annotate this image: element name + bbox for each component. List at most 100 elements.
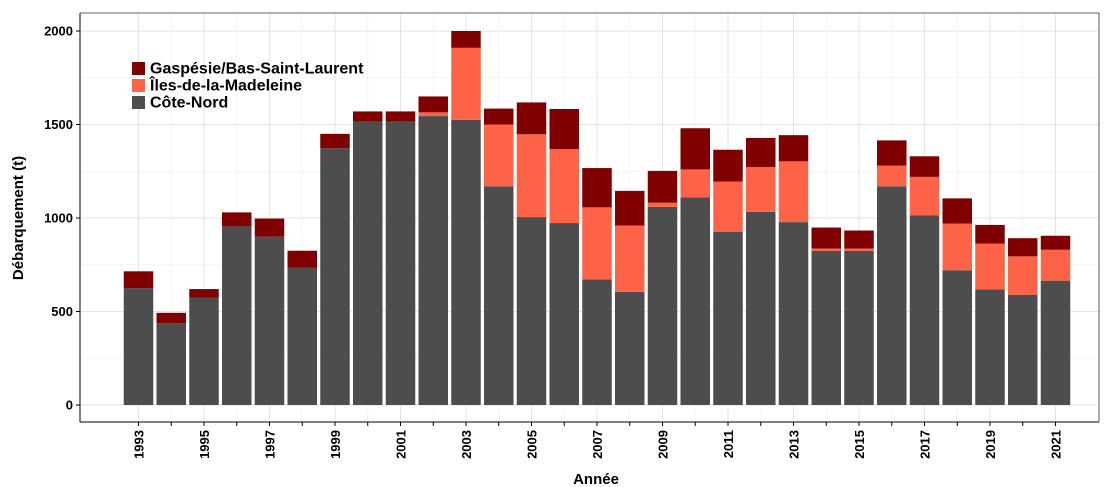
bar-c-te-nord-2020	[1008, 294, 1038, 405]
bar--les-de-la-madeleine-2005	[516, 134, 547, 218]
y-tick-label: 1000	[44, 211, 73, 226]
x-tick-label: 2011	[721, 430, 736, 458]
x-tick-label: 1995	[197, 430, 212, 459]
bar-gasp-sie-bas-saint-laurent-2004	[484, 108, 514, 125]
bar-gasp-sie-bas-saint-laurent-2005	[516, 102, 547, 135]
x-tick-label: 1997	[263, 430, 278, 459]
axes-layer: 0 500 1000 1500 2000 1993 1995 1997 1999 2001 2003…	[44, 12, 1100, 459]
bar-c-te-nord-2006	[549, 223, 579, 405]
bar-c-te-nord-2003	[451, 119, 481, 405]
x-tick-label: 1999	[328, 430, 343, 459]
bar-c-te-nord-2016	[877, 186, 907, 405]
bar--les-de-la-madeleine-2012	[746, 166, 776, 212]
y-axis-title: Débarquement (t)	[10, 156, 27, 280]
legend-swatch	[132, 96, 145, 109]
bar--les-de-la-madeleine-2002	[418, 112, 448, 117]
bar-c-te-nord-2021	[1040, 280, 1071, 405]
bar-c-te-nord-1998	[287, 267, 317, 405]
bar--les-de-la-madeleine-2008	[615, 225, 645, 292]
x-tick-label: 2001	[394, 430, 409, 459]
bar-c-te-nord-2011	[713, 232, 743, 405]
legend-label: Îles-de-la-Madeleine	[149, 76, 302, 95]
bar-c-te-nord-1996	[222, 226, 252, 405]
bar--les-de-la-madeleine-2007	[582, 207, 612, 280]
legend-label: Côte-Nord	[150, 95, 228, 112]
bar-gasp-sie-bas-saint-laurent-2009	[647, 170, 678, 203]
bar-gasp-sie-bas-saint-laurent-2016	[877, 140, 907, 166]
bars-layer	[123, 31, 1071, 406]
bar--les-de-la-madeleine-2010	[680, 169, 710, 198]
bar-gasp-sie-bas-saint-laurent-2011	[713, 149, 743, 182]
bar-c-te-nord-2019	[975, 289, 1005, 405]
bar-gasp-sie-bas-saint-laurent-1999	[320, 133, 350, 149]
x-tick-label: 1993	[132, 430, 147, 459]
bar--les-de-la-madeleine-2009	[647, 202, 678, 207]
bar-c-te-nord-1995	[189, 297, 219, 405]
bar--les-de-la-madeleine-2003	[451, 47, 481, 120]
legend-swatch	[132, 79, 145, 92]
x-tick-label: 2003	[459, 430, 474, 459]
bar--les-de-la-madeleine-2020	[1008, 256, 1038, 295]
bar-gasp-sie-bas-saint-laurent-2020	[1008, 238, 1038, 257]
bar-gasp-sie-bas-saint-laurent-2006	[549, 108, 579, 150]
bar-c-te-nord-2004	[484, 186, 514, 405]
bar-c-te-nord-2008	[615, 291, 645, 405]
bar--les-de-la-madeleine-2018	[942, 223, 972, 271]
bar-c-te-nord-2000	[353, 121, 383, 405]
bar-c-te-nord-2005	[516, 217, 547, 405]
bar-c-te-nord-1997	[254, 236, 285, 405]
x-tick-label: 2021	[1049, 430, 1064, 459]
bar--les-de-la-madeleine-2021	[1040, 249, 1071, 281]
bar-c-te-nord-2007	[582, 279, 612, 405]
bar-c-te-nord-2010	[680, 197, 710, 405]
bar-gasp-sie-bas-saint-laurent-2012	[746, 137, 776, 167]
bar--les-de-la-madeleine-2014	[811, 248, 841, 251]
x-axis-title: Année	[573, 471, 619, 487]
y-tick-label: 500	[51, 304, 73, 319]
bar-gasp-sie-bas-saint-laurent-1998	[287, 250, 317, 268]
x-tick-label: 2005	[525, 430, 540, 459]
bar-c-te-nord-1999	[320, 148, 350, 405]
bar--les-de-la-madeleine-2006	[549, 149, 579, 224]
bar-gasp-sie-bas-saint-laurent-1995	[189, 289, 219, 298]
bar-gasp-sie-bas-saint-laurent-1994	[156, 312, 186, 324]
bar--les-de-la-madeleine-2015	[844, 248, 874, 251]
bar-gasp-sie-bas-saint-laurent-2000	[353, 111, 383, 122]
bar-c-te-nord-1993	[123, 288, 154, 405]
bar-gasp-sie-bas-saint-laurent-2003	[451, 31, 481, 48]
bar--les-de-la-madeleine-2016	[877, 165, 907, 187]
bar-c-te-nord-2017	[909, 215, 940, 405]
bar--les-de-la-madeleine-2019	[975, 243, 1005, 290]
bar-gasp-sie-bas-saint-laurent-2013	[778, 135, 809, 162]
x-tick-label: 2007	[590, 430, 605, 459]
x-tick-label: 2009	[656, 430, 671, 459]
bar--les-de-la-madeleine-2013	[778, 161, 809, 223]
bar-gasp-sie-bas-saint-laurent-2019	[975, 224, 1005, 244]
bar-gasp-sie-bas-saint-laurent-2015	[844, 230, 874, 249]
x-tick-label: 2015	[852, 430, 867, 459]
bar-c-te-nord-2002	[418, 116, 448, 406]
bar-gasp-sie-bas-saint-laurent-2008	[615, 190, 645, 226]
bar-gasp-sie-bas-saint-laurent-1996	[222, 212, 252, 227]
y-tick-label: 0	[66, 398, 73, 413]
bar-gasp-sie-bas-saint-laurent-2014	[811, 227, 841, 249]
x-tick-label: 2019	[983, 430, 998, 459]
bar--les-de-la-madeleine-2011	[713, 181, 743, 233]
y-tick-label: 1500	[44, 117, 73, 132]
bar-gasp-sie-bas-saint-laurent-1997	[254, 218, 285, 237]
bar-gasp-sie-bas-saint-laurent-2017	[909, 156, 940, 177]
bar-gasp-sie-bas-saint-laurent-1993	[123, 271, 154, 289]
bar-gasp-sie-bas-saint-laurent-2018	[942, 198, 972, 224]
legend-label: Gaspésie/Bas-Saint-Laurent	[150, 61, 364, 78]
bar-c-te-nord-2015	[844, 250, 874, 405]
legend-swatch	[132, 62, 145, 75]
bar-c-te-nord-1994	[156, 323, 186, 405]
bar-gasp-sie-bas-saint-laurent-2010	[680, 128, 710, 170]
y-tick-label: 2000	[44, 24, 73, 39]
bar-c-te-nord-2012	[746, 211, 776, 405]
bar-gasp-sie-bas-saint-laurent-2001	[385, 111, 416, 122]
x-tick-label: 2017	[918, 430, 933, 459]
bar-c-te-nord-2018	[942, 270, 972, 405]
bar-c-te-nord-2013	[778, 222, 809, 405]
